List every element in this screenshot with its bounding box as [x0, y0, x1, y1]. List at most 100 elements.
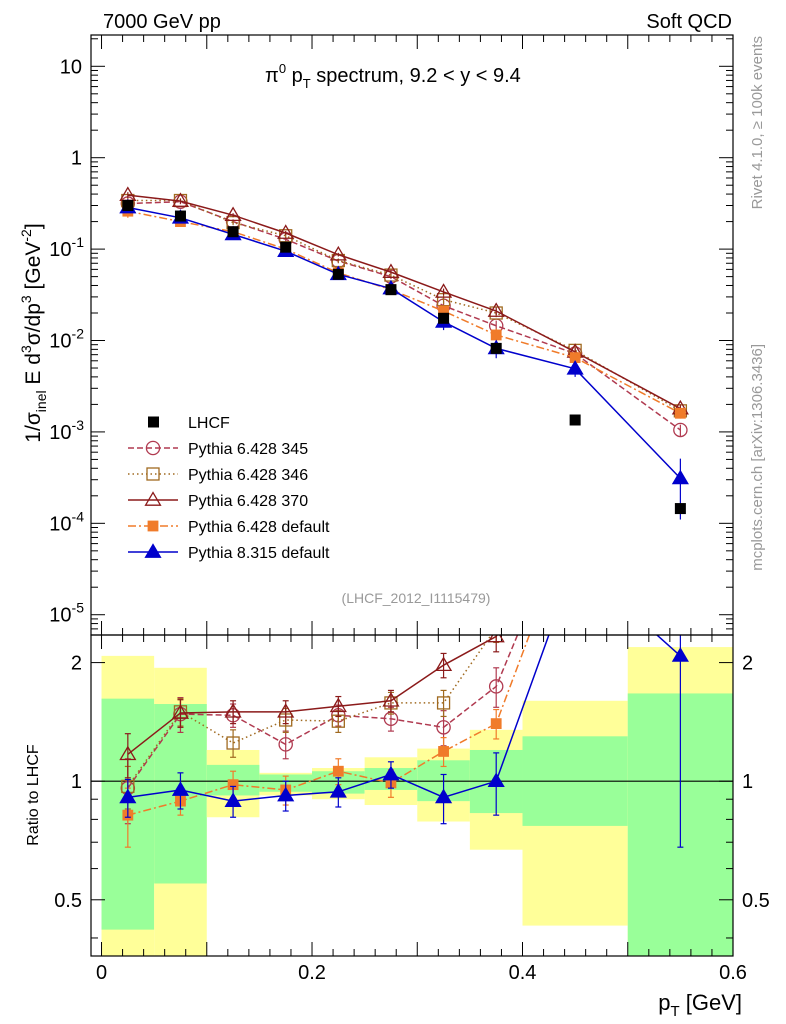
- ratio-series-pythia-6-428-370: [119, 343, 688, 779]
- ratio-tick-label-right: 0.5: [742, 890, 770, 912]
- data-point: [382, 263, 400, 278]
- ratio-point: [119, 745, 137, 761]
- x-axis-label: pT [GeV]: [658, 990, 742, 1020]
- x-tick-label: 0: [96, 962, 107, 984]
- ratio-point: [329, 697, 347, 713]
- main-plot-series: [119, 186, 689, 520]
- ratio-point: [674, 437, 687, 450]
- ratio-tick-label-left: 0.5: [54, 890, 82, 912]
- legend-entry: Pythia 6.428 346: [128, 467, 308, 484]
- ratio-point: [570, 507, 581, 518]
- data-point: [674, 407, 686, 419]
- data-point: [329, 245, 347, 261]
- header-right: Soft QCD: [646, 11, 732, 33]
- ratio-point: [434, 656, 453, 672]
- data-point: [277, 224, 295, 239]
- ratio-tick-label-left: 1: [71, 771, 82, 793]
- ratio-point: [671, 647, 689, 662]
- x-tick-label: 0.4: [509, 962, 537, 984]
- legend-marker: [147, 520, 159, 532]
- legend-label: Pythia 6.428 default: [188, 519, 330, 536]
- legend-label: Pythia 8.315 default: [188, 545, 330, 562]
- data-point: [569, 352, 581, 364]
- y-tick-label: 10-5: [49, 600, 84, 627]
- ratio-point: [382, 692, 400, 707]
- ratio-point: [673, 343, 688, 356]
- ratio-point: [436, 696, 451, 710]
- x-tick-label: 0.6: [719, 962, 747, 984]
- side-label-top: Rivet 4.1.0, ≥ 100k events: [749, 36, 766, 209]
- ratio-point: [171, 781, 190, 796]
- main-plot-ticks: 10 1 10-1 10-2 10-3 10-4 10-5 0 0.2 0.4 0.6: [49, 35, 747, 984]
- y-tick-label: 10-3: [49, 417, 84, 444]
- legend-entry: Pythia 6.428 default: [128, 519, 330, 536]
- data-point: [224, 206, 242, 222]
- legend-entry: Pythia 6.428 345: [128, 440, 308, 458]
- ratio-series-pythia-8-315-default: [119, 555, 689, 848]
- analysis-id: (LHCF_2012_I1115479): [342, 590, 491, 606]
- side-label-bottom: mcplots.cern.ch [arXiv:1306.3436]: [749, 344, 766, 571]
- ratio-point: [487, 772, 505, 788]
- data-point: [671, 469, 689, 485]
- ratio-point: [490, 718, 502, 730]
- ratio-point: [569, 489, 582, 502]
- y-axis-label: 1/σinel E d3σ/dp3 [GeV-2]: [18, 223, 49, 442]
- ratio-line: [127, 635, 498, 755]
- legend: LHCF Pythia 6.428 345 Pythia 6.428 346 Pyth…: [128, 415, 330, 562]
- legend-entry: Pythia 6.428 370: [128, 491, 308, 510]
- header-left: 7000 GeV pp: [103, 11, 221, 33]
- ratio-point: [332, 765, 344, 777]
- ratio-point: [224, 703, 242, 718]
- lhcf-data-point: [385, 284, 397, 296]
- ratio-point: [490, 622, 502, 634]
- ratio-point: [569, 474, 581, 486]
- legend-entry: LHCF: [148, 415, 230, 432]
- ratio-point: [488, 679, 504, 694]
- ratio-line: [127, 635, 519, 789]
- y-tick-label: 1: [71, 148, 82, 170]
- ratio-tick-label-right: 1: [742, 771, 753, 793]
- legend-marker: [145, 440, 161, 456]
- lhcf-data-point: [227, 226, 239, 238]
- legend-entry: Pythia 8.315 default: [128, 543, 330, 562]
- data-point: [487, 302, 505, 317]
- lhcf-data-point: [674, 503, 686, 515]
- series-pythia-6-428-370: [119, 186, 689, 415]
- lhcf-data-point: [332, 268, 344, 280]
- ratio-point: [277, 703, 295, 718]
- legend-label: Pythia 6.428 345: [188, 441, 308, 458]
- ratio-plot-ticks: 2 2 1 1 0.5 0.5: [54, 653, 770, 939]
- data-point: [434, 283, 453, 298]
- ratio-point: [226, 736, 240, 750]
- ratio-uncertainty-bands: [91, 647, 733, 956]
- ratio-point: [171, 704, 190, 719]
- lhcf-data-point: [490, 342, 502, 354]
- ratio-point: [224, 792, 242, 807]
- series-pythia-6-428-346: [121, 193, 688, 418]
- lhcf-data-point: [122, 199, 134, 211]
- ratio-point: [568, 555, 583, 568]
- ratio-y-axis-label: Ratio to LHCF: [25, 744, 42, 846]
- plot-title: π0 pT spectrum, 9.2 < y < 9.4: [265, 61, 521, 91]
- legend-label: Pythia 6.428 346: [188, 467, 308, 484]
- ratio-point: [568, 482, 583, 495]
- y-tick-label: 10-2: [49, 326, 84, 353]
- series-line: [127, 210, 681, 414]
- lhcf-data-point: [569, 414, 581, 426]
- ratio-plot-frame: [90, 634, 734, 957]
- ratio-point: [278, 737, 293, 752]
- ratio-line: [127, 635, 531, 816]
- ratio-point: [382, 765, 400, 781]
- series-line: [127, 194, 681, 410]
- data-point: [171, 192, 190, 207]
- ratio-point: [277, 786, 295, 802]
- y-tick-label: 10-1: [49, 234, 84, 261]
- ratio-point: [436, 720, 451, 735]
- ratio-tick-label-left: 2: [71, 653, 82, 675]
- data-point: [566, 360, 584, 375]
- series-line: [127, 200, 681, 431]
- series-lhcf: [122, 199, 686, 515]
- legend-marker: [144, 491, 162, 506]
- lhcf-data-point: [280, 241, 292, 253]
